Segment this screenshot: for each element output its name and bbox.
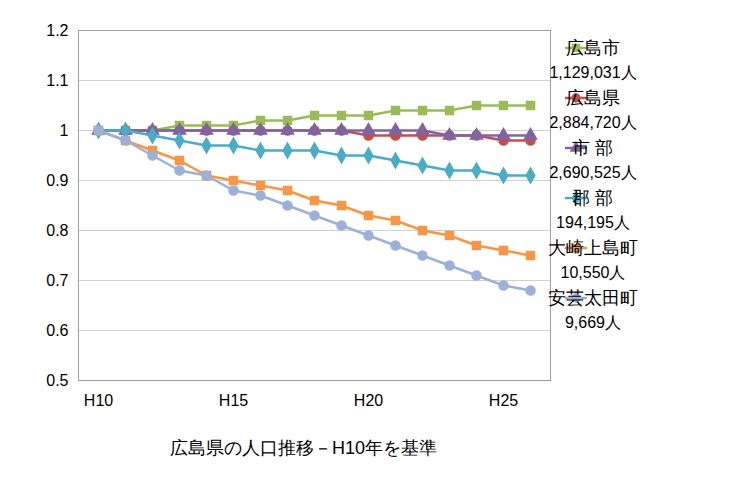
svg-text:広島県: 広島県 — [566, 88, 620, 108]
svg-text:1.1: 1.1 — [46, 72, 68, 89]
svg-text:9,669人: 9,669人 — [565, 314, 621, 331]
svg-text:1,129,031人: 1,129,031人 — [549, 64, 636, 81]
svg-text:1: 1 — [60, 122, 69, 139]
svg-text:H15: H15 — [219, 392, 248, 409]
svg-text:H10: H10 — [84, 392, 113, 409]
svg-text:0.9: 0.9 — [46, 172, 68, 189]
svg-text:0.6: 0.6 — [46, 322, 68, 339]
svg-text:安芸太田町: 安芸太田町 — [548, 288, 638, 308]
svg-text:2,884,720人: 2,884,720人 — [549, 114, 636, 131]
svg-text:0.5: 0.5 — [46, 372, 68, 389]
svg-text:194,195人: 194,195人 — [556, 214, 630, 231]
svg-text:10,550人: 10,550人 — [561, 264, 626, 281]
html-text:広島県の人口推移－H10年を基準: 広島県の人口推移－H10年を基準 — [170, 438, 437, 458]
svg-text:0.8: 0.8 — [46, 222, 68, 239]
svg-text:H20: H20 — [354, 392, 383, 409]
svg-text:郡 部: 郡 部 — [572, 188, 613, 208]
svg-text:広島市: 広島市 — [566, 38, 620, 58]
svg-text:1.2: 1.2 — [46, 22, 68, 39]
svg-text:2,690,525人: 2,690,525人 — [549, 164, 636, 181]
svg-text:大崎上島町: 大崎上島町 — [548, 238, 638, 258]
svg-text:H25: H25 — [489, 392, 518, 409]
svg-text:市 部: 市 部 — [572, 138, 613, 158]
svg-text:0.7: 0.7 — [46, 272, 68, 289]
